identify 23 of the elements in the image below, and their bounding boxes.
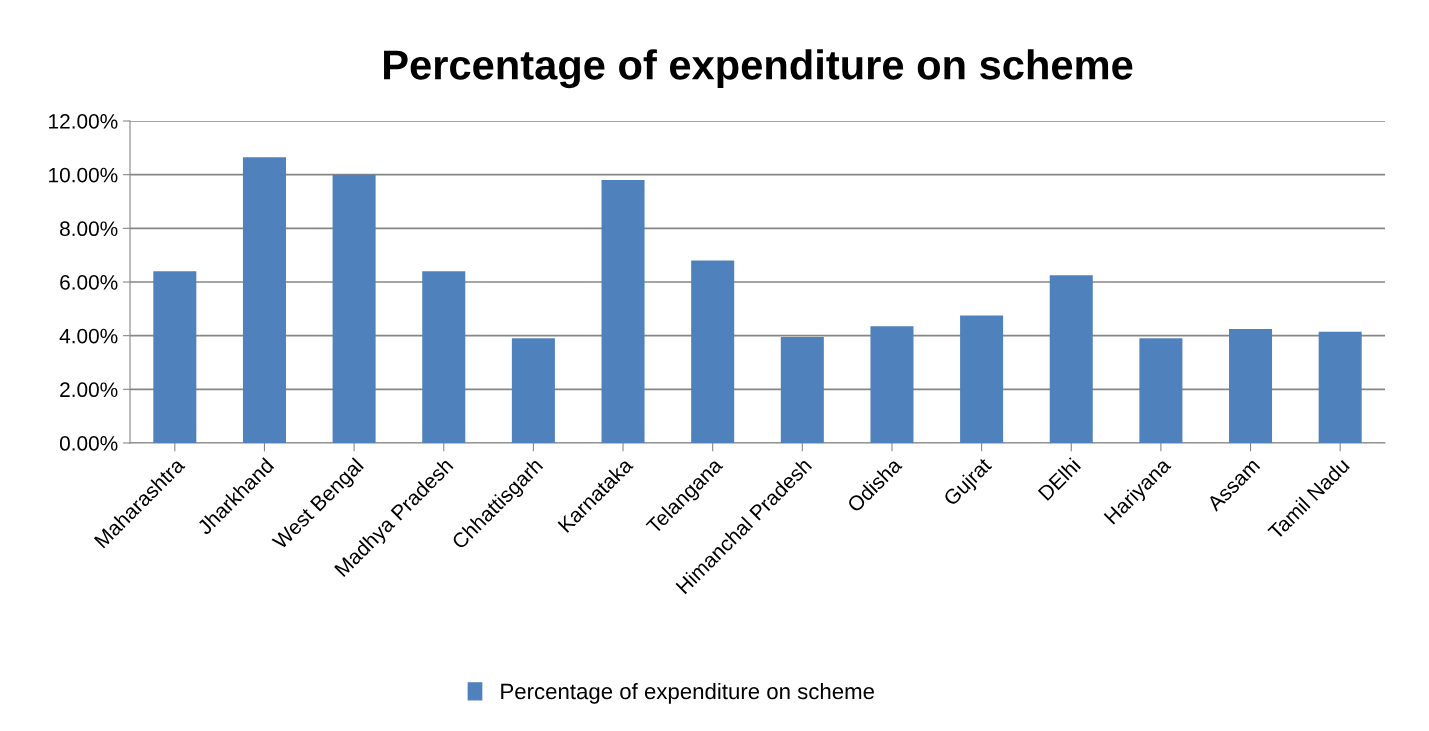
bar: [601, 180, 645, 443]
y-tick-label: 10.00%: [49, 167, 118, 183]
legend-label: Percentage of expenditure on scheme: [501, 682, 874, 704]
y-tick-label: 4.00%: [59, 328, 118, 344]
y-tick-label: 12.00%: [49, 114, 118, 129]
bar: [422, 271, 466, 443]
bar: [332, 174, 376, 443]
bar: [870, 326, 914, 443]
bar: [1229, 328, 1273, 443]
bar: [511, 338, 555, 443]
y-tick-label: 2.00%: [60, 382, 118, 398]
chart-title: Percentage of expenditure on scheme: [384, 49, 1133, 89]
bar: [1139, 338, 1183, 443]
bar: [780, 337, 824, 443]
y-tick-label: 0.00%: [59, 436, 118, 451]
bar: [153, 271, 197, 443]
bar: [960, 315, 1004, 443]
bar: [1318, 331, 1362, 443]
bar: [242, 157, 286, 443]
y-tick-label: 8.00%: [60, 221, 118, 237]
bar: [1049, 275, 1093, 443]
bar: [691, 260, 735, 443]
y-tick-label: 6.00%: [60, 275, 118, 290]
